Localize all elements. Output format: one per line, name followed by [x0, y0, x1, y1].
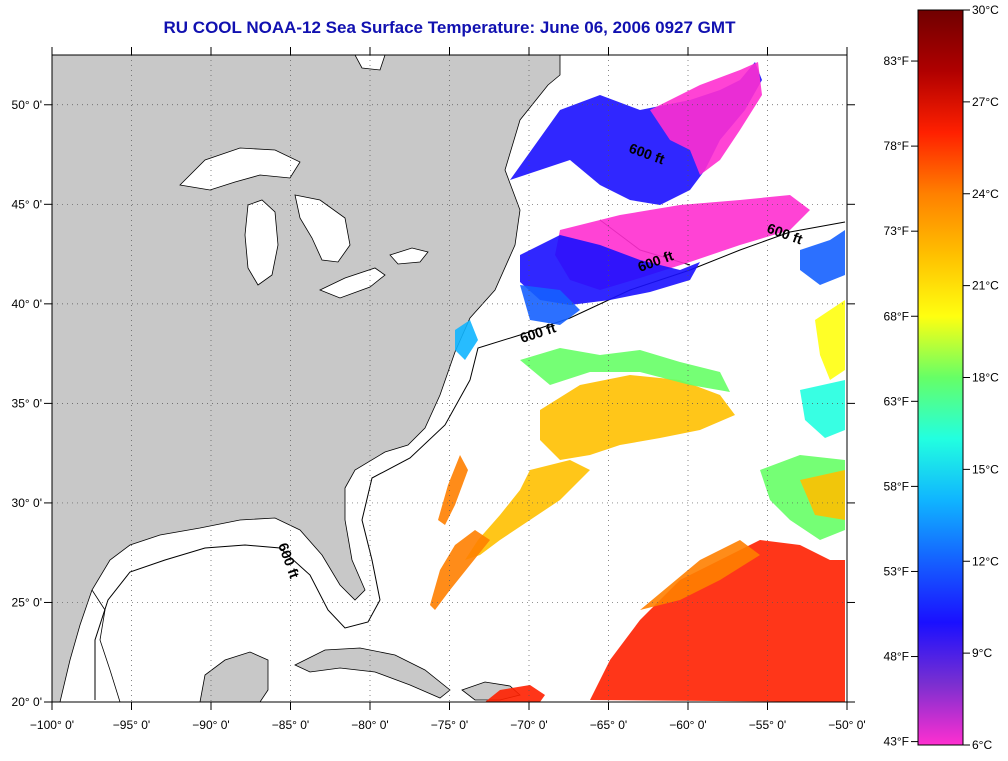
lon-tick-label: −85° 0': [272, 718, 309, 732]
lat-tick-label: 45° 0': [12, 197, 42, 211]
lon-tick-label: −90° 0': [192, 718, 229, 732]
map-frame: [51, 54, 848, 703]
lake-michigan: [244, 199, 279, 286]
lon-tick-label: −65° 0': [590, 718, 627, 732]
lon-tick-label: −60° 0': [669, 718, 706, 732]
colorbar-label-celsius: 27°C: [972, 95, 999, 109]
sst-patch: [540, 375, 735, 460]
lon-tick-label: −75° 0': [431, 718, 468, 732]
colorbar-label-celsius: 30°C: [972, 3, 999, 17]
colorbar-label-celsius: 12°C: [972, 554, 999, 568]
lat-tick-label: 25° 0': [12, 595, 42, 609]
colorbar-label-celsius: 21°C: [972, 279, 999, 293]
map-title: RU COOL NOAA-12 Sea Surface Temperature:…: [163, 18, 736, 37]
sst-patch: [800, 470, 845, 520]
sst-patch: [465, 460, 590, 560]
sst-patch: [430, 530, 490, 610]
colorbar-label-fahrenheit: 83°F: [884, 54, 909, 68]
contour-gulf: [94, 544, 381, 700]
colorbar-label-fahrenheit: 73°F: [884, 224, 909, 238]
colorbar-label-celsius: 6°C: [972, 738, 992, 752]
lat-tick-label: 35° 0': [12, 396, 42, 410]
sst-patch: [590, 540, 845, 702]
land-cuba: [294, 647, 451, 699]
colorbar-label-fahrenheit: 63°F: [884, 394, 909, 408]
colorbar-label-fahrenheit: 58°F: [884, 479, 909, 493]
lon-tick-label: −80° 0': [351, 718, 388, 732]
axis-ticks: −100° 0' −95° 0' −90° 0' −85° 0' −80° 0' −75°…: [12, 47, 866, 732]
hudson-james-bay: [354, 55, 386, 71]
lake-erie: [319, 267, 386, 299]
sst-patch: [520, 235, 700, 305]
lat-tick-label: 20° 0': [12, 695, 42, 709]
lat-tick-label: 50° 0': [12, 98, 42, 112]
lake-superior: [179, 147, 301, 191]
lon-tick-label: −100° 0': [30, 718, 74, 732]
sst-data-layer: [430, 62, 845, 702]
sst-patch: [815, 300, 845, 380]
lake-ontario: [389, 247, 429, 265]
sst-patch: [485, 685, 545, 702]
colorbar-label-fahrenheit: 43°F: [884, 735, 909, 749]
lon-tick-label: −95° 0': [113, 718, 150, 732]
colorbar-label-celsius: 9°C: [972, 646, 992, 660]
lat-tick-label: 30° 0': [12, 496, 42, 510]
map-content: [52, 55, 846, 702]
lat-tick-label: 40° 0': [12, 297, 42, 311]
lon-tick-label: −70° 0': [510, 718, 547, 732]
gulf-coast-line: [91, 589, 121, 702]
colorbar-label-celsius: 24°C: [972, 187, 999, 201]
land-north-america: [52, 55, 561, 702]
contour-atlantic: [361, 221, 846, 601]
sst-patch: [640, 540, 760, 610]
colorbar-labels: 30°C 27°C 24°C 21°C 18°C 15°C 12°C 9°C 6°C 83°F 78…: [884, 3, 1000, 752]
lake-huron: [294, 194, 351, 263]
sst-patch: [800, 230, 845, 285]
sst-patch: [520, 285, 580, 325]
colorbar-label-fahrenheit: 53°F: [884, 564, 909, 578]
sst-patch: [800, 380, 845, 438]
lon-tick-label: −55° 0': [749, 718, 786, 732]
colorbar-label-fahrenheit: 68°F: [884, 309, 909, 323]
colorbar-label-fahrenheit: 48°F: [884, 650, 909, 664]
sst-patch: [650, 62, 762, 175]
colorbar-label-fahrenheit: 78°F: [884, 139, 909, 153]
lon-tick-label: −50° 0': [828, 718, 865, 732]
colorbar: [917, 9, 964, 746]
sst-patch: [520, 348, 730, 392]
sst-patch: [455, 320, 478, 360]
land-yucatan: [199, 651, 269, 702]
colorbar-label-celsius: 15°C: [972, 462, 999, 476]
colorbar-label-celsius: 18°C: [972, 371, 999, 385]
sst-patch: [438, 455, 468, 525]
